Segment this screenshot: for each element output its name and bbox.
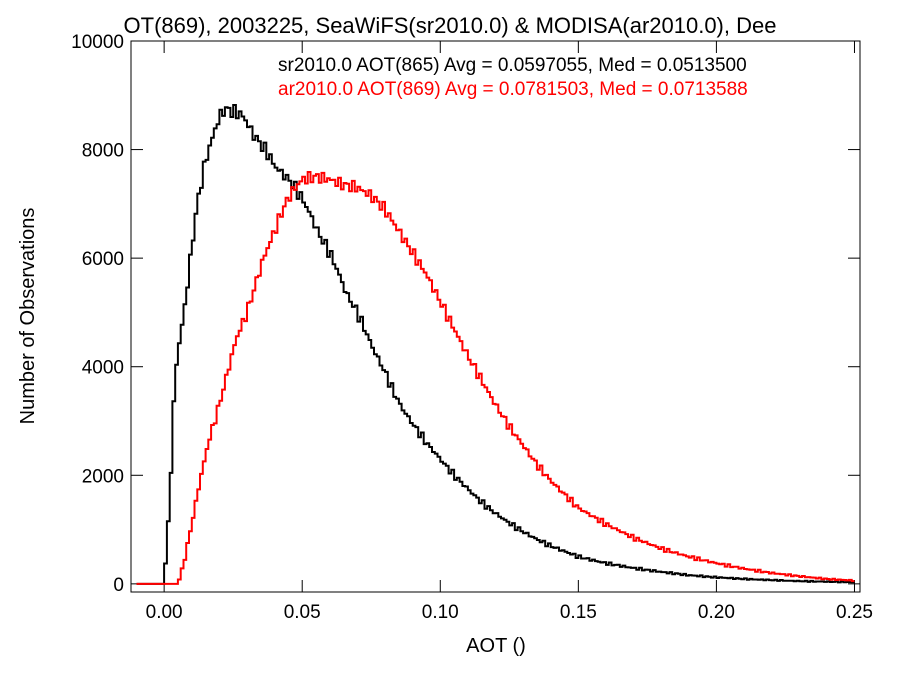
annotation-black: sr2010.0 AOT(865) Avg = 0.0597055, Med =…	[278, 55, 747, 76]
x-tick-label: 0.15	[560, 602, 597, 623]
x-axis-ticks: 0.00 0.05 0.10 0.15 0.20 0.25	[146, 41, 873, 623]
series-line-0	[136, 104, 855, 585]
x-tick-label: 0.20	[698, 602, 735, 623]
x-tick-label: 0.25	[836, 602, 873, 623]
plot-frame	[130, 40, 861, 593]
x-tick-label: 0.00	[146, 602, 183, 623]
y-axis-ticks: 0 2000 4000 6000 8000 10000	[71, 32, 860, 596]
y-tick-label: 4000	[82, 358, 124, 379]
series-line-1	[136, 171, 855, 585]
x-axis-label: AOT ()	[466, 635, 526, 657]
y-tick-label: 0	[113, 575, 124, 596]
y-axis-label: Number of Observations	[17, 208, 39, 425]
y-tick-label: 8000	[82, 141, 124, 162]
chart-title: OT(869), 2003225, SeaWiFS(sr2010.0) & MO…	[124, 13, 777, 38]
y-tick-label: 2000	[82, 466, 124, 487]
y-tick-label: 10000	[71, 32, 124, 53]
y-tick-label: 6000	[82, 249, 124, 270]
series-layer	[136, 104, 855, 585]
x-tick-label: 0.05	[284, 602, 321, 623]
x-tick-label: 0.10	[422, 602, 459, 623]
annotation-red: ar2010.0 AOT(869) Avg = 0.0781503, Med =…	[278, 79, 748, 100]
